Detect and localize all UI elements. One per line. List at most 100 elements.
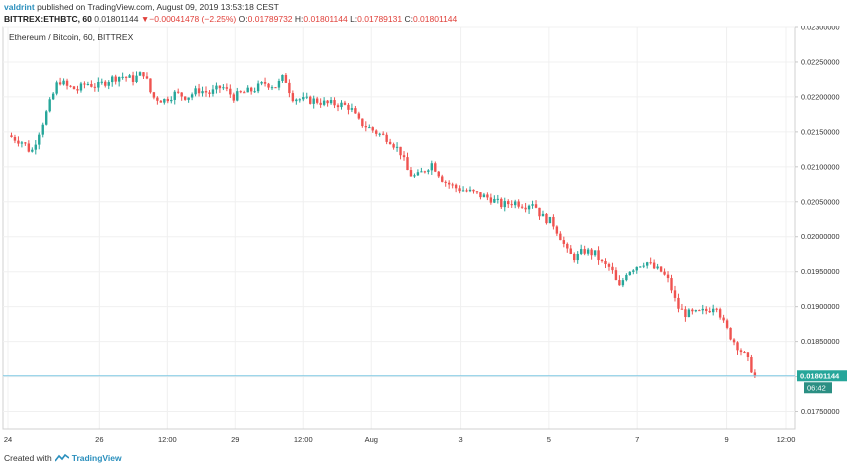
candle-body xyxy=(368,127,371,129)
candle-body xyxy=(486,194,489,198)
x-tick-label: 9 xyxy=(724,435,728,444)
candle-body xyxy=(642,265,645,267)
candle-body xyxy=(621,280,625,286)
candle-body xyxy=(694,310,698,312)
candle-body xyxy=(427,170,430,172)
candle-body xyxy=(159,100,163,103)
candle-body xyxy=(632,270,635,272)
candle-body xyxy=(114,76,117,82)
candle-body xyxy=(409,170,413,177)
candle-body xyxy=(277,80,281,88)
candle-body xyxy=(347,104,350,110)
candle-body xyxy=(156,97,159,101)
candle-body xyxy=(441,176,444,182)
candle-body xyxy=(472,189,475,192)
author-name[interactable]: valdrint xyxy=(4,2,35,12)
candle-body xyxy=(736,342,739,351)
candle-body xyxy=(305,96,308,98)
candle-body xyxy=(628,271,632,276)
candle-body xyxy=(381,133,385,135)
close-label: C: xyxy=(404,14,413,24)
high-label: H: xyxy=(294,14,304,24)
candle-body xyxy=(711,308,715,313)
ohlc-legend: BITTREX:ETHBTC, 60 0.01801144 ▼−0.000414… xyxy=(4,14,457,24)
candle-body xyxy=(444,181,447,183)
candle-body xyxy=(31,149,34,152)
candle-body xyxy=(41,124,44,135)
candle-body xyxy=(569,248,572,254)
last-price-tag-bg xyxy=(797,370,847,382)
candle-body xyxy=(38,134,41,145)
candle-body xyxy=(395,146,399,148)
candle-body xyxy=(573,253,576,261)
candle-body xyxy=(142,72,145,77)
y-tick-label: 0.01900000 xyxy=(801,302,840,311)
candle-body xyxy=(86,83,90,85)
price-chart[interactable]: Ethereum / Bitcoin, 60, BITTREX 0.023000… xyxy=(0,23,850,451)
candle-body xyxy=(319,102,322,105)
candle-body xyxy=(604,260,607,265)
x-tick-label: 12:00 xyxy=(158,435,177,444)
chart-area[interactable]: Ethereum / Bitcoin, 60, BITTREX 0.023000… xyxy=(0,23,850,451)
candle-body xyxy=(607,264,611,267)
candle-body xyxy=(211,89,215,94)
candle-body xyxy=(684,309,687,318)
candles xyxy=(10,71,757,379)
candle-body xyxy=(423,171,427,173)
time-axis[interactable]: 24 26 12:00 29 12:00 Aug 3 5 7 9 12:00 xyxy=(3,428,795,444)
candle-body xyxy=(555,226,559,234)
price-axis[interactable]: 0.02300000 0.02250000 0.02200000 0.02150000… xyxy=(795,23,840,416)
candle-body xyxy=(100,81,103,83)
candle-body xyxy=(72,86,76,90)
candle-body xyxy=(715,308,718,310)
candle-body xyxy=(166,98,169,102)
candle-body xyxy=(701,308,704,311)
candle-body xyxy=(451,184,454,186)
last-price: 0.01801144 xyxy=(94,14,139,24)
candle-body xyxy=(552,216,555,227)
y-tick-label: 0.02050000 xyxy=(801,197,840,206)
candle-body xyxy=(434,163,437,172)
candle-body xyxy=(430,163,434,171)
candle-body xyxy=(291,93,295,102)
candle-body xyxy=(145,76,149,79)
candle-body xyxy=(513,201,517,206)
candle-body xyxy=(24,142,27,144)
close-value: 0.01801144 xyxy=(412,14,458,24)
candle-body xyxy=(447,182,451,185)
candle-body xyxy=(746,352,750,357)
candle-body xyxy=(208,92,211,94)
candle-body xyxy=(614,270,618,281)
candle-body xyxy=(361,118,364,127)
candle-body xyxy=(243,92,246,94)
open-label: O: xyxy=(238,14,248,24)
candle-body xyxy=(48,99,51,112)
candle-body xyxy=(649,262,652,264)
candle-body xyxy=(340,102,343,108)
candle-body xyxy=(149,78,152,93)
candle-body xyxy=(458,188,461,192)
candle-body xyxy=(406,157,409,171)
tradingview-brand[interactable]: TradingView xyxy=(71,453,122,463)
candle-body xyxy=(295,99,298,102)
candle-body xyxy=(468,189,472,192)
candle-body xyxy=(225,87,229,89)
candle-body xyxy=(507,201,510,205)
y-tick-label: 0.02150000 xyxy=(801,127,840,136)
candle-body xyxy=(135,75,138,82)
candle-body xyxy=(670,278,673,291)
candle-body xyxy=(322,100,326,105)
candle-body xyxy=(597,250,600,261)
candle-body xyxy=(121,76,124,78)
candle-body xyxy=(371,127,374,131)
candle-body xyxy=(576,253,579,261)
candle-body xyxy=(698,310,701,312)
candle-body xyxy=(500,198,503,208)
candle-body xyxy=(527,205,531,210)
countdown-tag-bg xyxy=(804,382,832,394)
candle-body xyxy=(326,100,329,104)
candle-body xyxy=(739,350,743,353)
candle-body xyxy=(743,352,746,354)
candle-body xyxy=(493,198,496,203)
candle-body xyxy=(531,204,534,206)
